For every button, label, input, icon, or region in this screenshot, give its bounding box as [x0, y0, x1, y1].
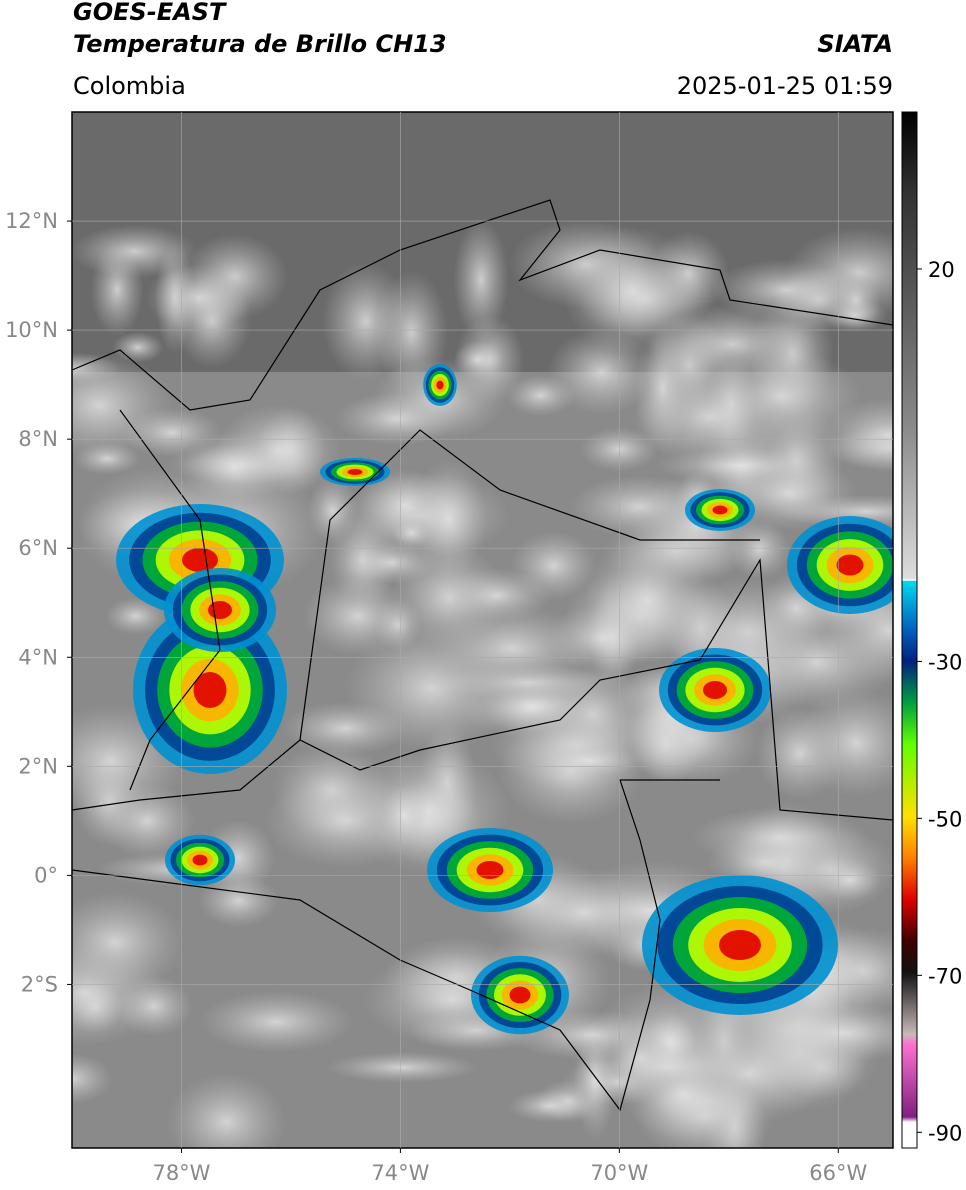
cloud — [90, 243, 144, 337]
region: Colombia — [73, 72, 186, 100]
product: Temperatura de Brillo CH13 — [73, 30, 447, 58]
lat-label: 2°N — [18, 754, 58, 778]
cloud — [623, 1048, 744, 1141]
lat-label: 12°N — [5, 209, 58, 233]
cloud — [822, 298, 888, 333]
storm-cell — [347, 469, 363, 475]
cloud — [72, 1053, 113, 1105]
cloud — [307, 477, 358, 545]
cloud — [632, 367, 787, 467]
cloud — [506, 374, 576, 417]
lat-label: 2°S — [21, 972, 58, 996]
cloud — [73, 442, 141, 475]
border — [72, 558, 893, 821]
colorbar-label: -70 — [928, 964, 962, 988]
cloud — [538, 744, 641, 777]
cloud — [335, 392, 458, 446]
cloud — [692, 807, 869, 868]
colorbar-label: -30 — [928, 650, 962, 674]
cloud — [508, 1089, 591, 1123]
lat-label: 8°N — [18, 427, 58, 451]
cloud — [183, 431, 286, 505]
storm-cell — [712, 505, 728, 515]
cloud — [321, 262, 410, 381]
cloud — [453, 340, 503, 379]
storm-cell — [509, 986, 531, 1004]
cloud — [72, 939, 168, 1046]
datetime: 2025-01-25 01:59 — [676, 72, 893, 100]
lat-label: 4°N — [18, 645, 58, 669]
cloud — [544, 603, 662, 673]
lat-label: 10°N — [5, 318, 58, 342]
cloud — [380, 786, 428, 845]
lon-label: 74°W — [371, 1161, 429, 1185]
colorbar-label: 20 — [928, 258, 955, 282]
map-frame — [71, 111, 894, 1149]
cloud — [441, 568, 552, 623]
storm-cell — [436, 380, 444, 390]
cloud — [105, 597, 167, 636]
cloud — [166, 1072, 287, 1148]
colorbar-label: -90 — [928, 1121, 962, 1145]
satellite: GOES-EAST — [73, 0, 226, 26]
cloud — [453, 218, 509, 341]
satellite-image — [72, 112, 893, 1148]
storm-cell — [476, 861, 504, 879]
storm-cell — [192, 854, 208, 866]
cloud — [199, 990, 354, 1053]
cloud — [562, 226, 702, 355]
cloud — [326, 1051, 479, 1083]
cloud — [111, 331, 164, 363]
storm-cell — [836, 554, 864, 576]
cloud — [343, 541, 440, 584]
cloud — [145, 263, 253, 332]
storm-cell — [703, 681, 727, 699]
storm-cell — [182, 548, 218, 572]
border — [72, 779, 720, 1112]
colorbar — [901, 111, 918, 1149]
lon-label: 70°W — [590, 1161, 648, 1185]
border — [72, 199, 893, 411]
lat-label: 6°N — [18, 536, 58, 560]
cloud — [712, 259, 860, 321]
storm-cell — [193, 672, 227, 708]
colorbar-label: -50 — [928, 807, 962, 831]
cloud — [794, 689, 893, 797]
border — [119, 409, 760, 791]
lon-label: 66°W — [809, 1161, 867, 1185]
storm-cell — [719, 930, 761, 960]
lon-label: 78°W — [152, 1161, 210, 1185]
storm-cell — [208, 601, 232, 619]
source: SIATA — [817, 30, 893, 58]
lat-label: 0° — [34, 863, 58, 887]
